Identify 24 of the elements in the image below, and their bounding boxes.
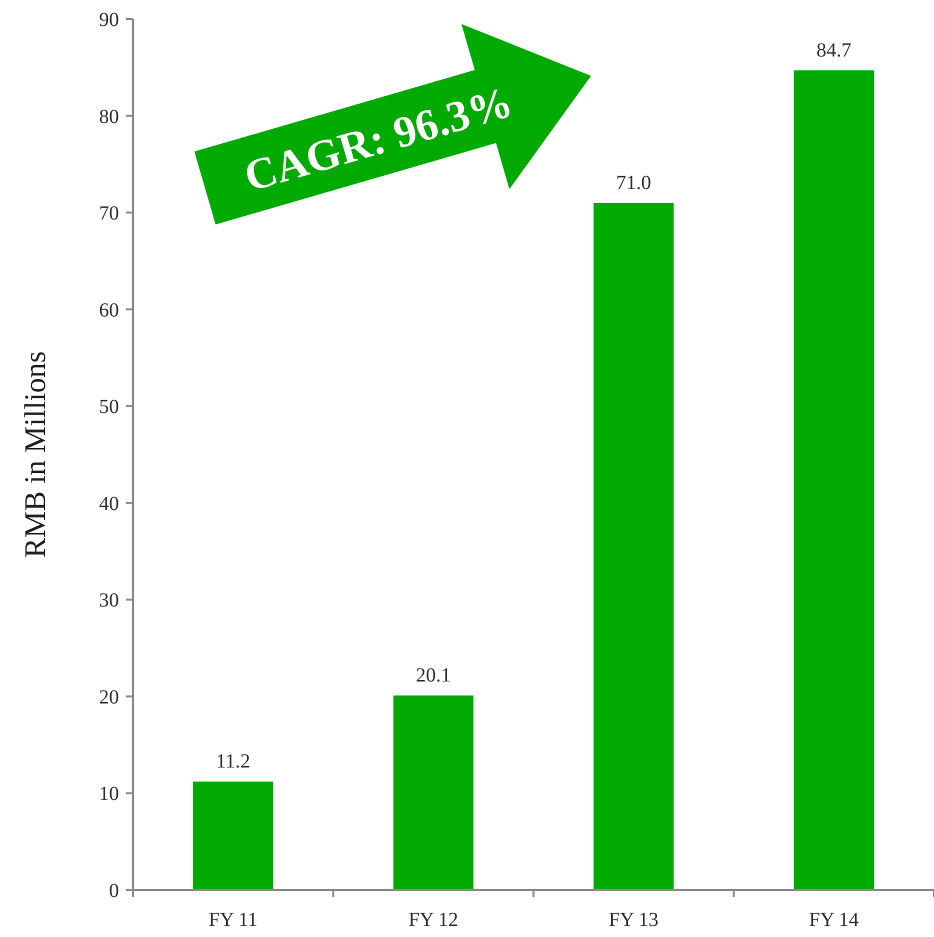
x-tick-label: FY 14 [808,909,859,931]
y-tick-label: 50 [99,396,119,418]
data-label: 20.1 [416,664,451,686]
y-tick-label: 30 [99,590,119,612]
y-tick-label: 20 [99,686,119,708]
x-tick-label: FY 11 [208,909,258,931]
bar [794,70,874,890]
y-tick-label: 70 [99,202,119,225]
bar [594,202,674,890]
y-tick-label: 0 [109,880,119,902]
y-tick-label: 80 [99,106,119,128]
bar [393,695,474,890]
x-tick-label: FY 13 [608,909,659,931]
data-label: 84.7 [816,39,852,62]
y-axis-title: RMB in Millions [19,351,52,558]
data-label: 71.0 [616,172,652,194]
y-tick-label: 40 [99,492,119,515]
annotation: CAGR: 96.3% [238,77,518,202]
y-tick-label: 60 [99,299,119,322]
y-tick-label: 90 [99,9,119,31]
x-tick-label: FY 12 [408,909,458,931]
bar [193,782,274,890]
data-label: 11.2 [216,750,250,773]
y-tick-label: 10 [99,783,119,806]
